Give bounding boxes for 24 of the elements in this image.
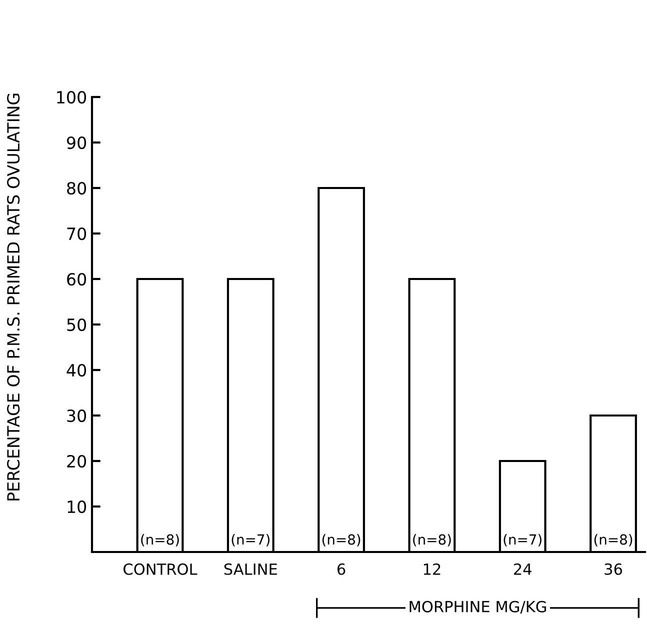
annotation: (n=8) [594,534,632,546]
x-tick-label: 24 [514,563,532,575]
annotation: (n=8) [141,534,179,546]
y-tick-label: 50 [67,318,86,332]
y-tick-label: 20 [67,454,86,468]
annotation: (n=7) [504,534,542,546]
annotation: (n=8) [322,534,360,546]
x-tick-label: 12 [424,563,440,575]
x-tick-label: CONTROL [124,563,198,575]
annotation: (n=8) [413,534,451,546]
x-tick-label: SALINE [224,563,277,575]
y-tick-label: 60 [67,272,86,286]
y-tick-label: 90 [66,136,86,150]
y-tick-label: 100 [57,90,86,104]
text: MORPHINE MG/KG [410,600,546,614]
y-tick-label: 30 [67,409,86,422]
y-tick-label: 80 [67,182,86,195]
x-tick-label: 6 [338,563,346,575]
y-tick-label: 10 [68,500,86,514]
y-tick-label: 40 [66,364,86,377]
annotation: (n=7) [232,534,270,546]
y-axis-title: PERCENTAGE OF P.M.S. PRIMED RATS OVULATING [7,94,20,500]
x-tick-label: 36 [604,563,622,575]
y-tick-label: 70 [67,227,86,240]
